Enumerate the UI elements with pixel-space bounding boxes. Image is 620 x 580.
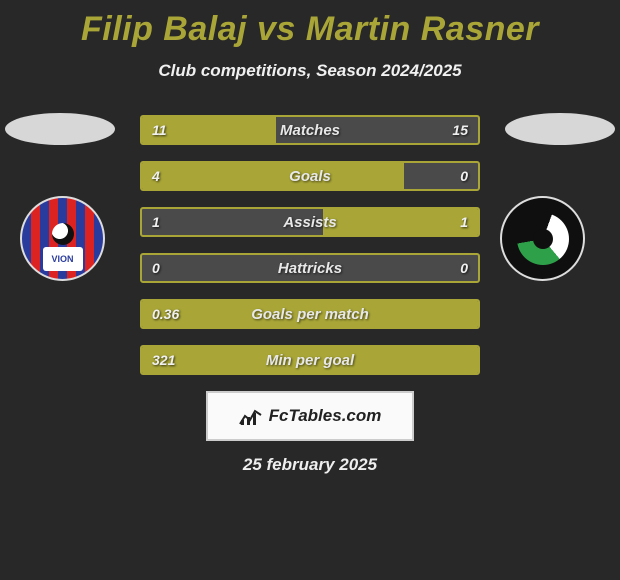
team-badge-left: VION [20, 196, 120, 281]
swirl-icon [517, 213, 569, 265]
stat-label: Min per goal [142, 347, 478, 373]
footer-date: 25 february 2025 [0, 455, 620, 475]
stat-row: 0.36Goals per match [140, 299, 480, 329]
stat-label: Goals [142, 163, 478, 189]
stat-row: 40Goals [140, 161, 480, 191]
stat-label: Matches [142, 117, 478, 143]
chart-icon [239, 406, 263, 426]
stat-row: 11Assists [140, 207, 480, 237]
brand-text: FcTables.com [269, 406, 382, 426]
team-badge-right-circle [500, 196, 585, 281]
stat-label: Goals per match [142, 301, 478, 327]
player-shadow-right [505, 113, 615, 145]
comparison-arena: VION 1115Matches 40Goals 11Assists 00Hattri… [0, 111, 620, 375]
stat-row: 321Min per goal [140, 345, 480, 375]
team-badge-left-circle: VION [20, 196, 105, 281]
page-subtitle: Club competitions, Season 2024/2025 [0, 61, 620, 81]
player-shadow-left [5, 113, 115, 145]
stat-bars: 1115Matches 40Goals 11Assists 00Hattricks 0.… [140, 111, 480, 375]
team-badge-left-label: VION [43, 247, 83, 271]
brand-box: FcTables.com [206, 391, 414, 441]
stat-row: 1115Matches [140, 115, 480, 145]
stat-row: 00Hattricks [140, 253, 480, 283]
team-badge-right [500, 196, 600, 281]
stat-label: Hattricks [142, 255, 478, 281]
stat-label: Assists [142, 209, 478, 235]
page-title: Filip Balaj vs Martin Rasner [0, 0, 620, 49]
ball-icon [52, 223, 74, 245]
